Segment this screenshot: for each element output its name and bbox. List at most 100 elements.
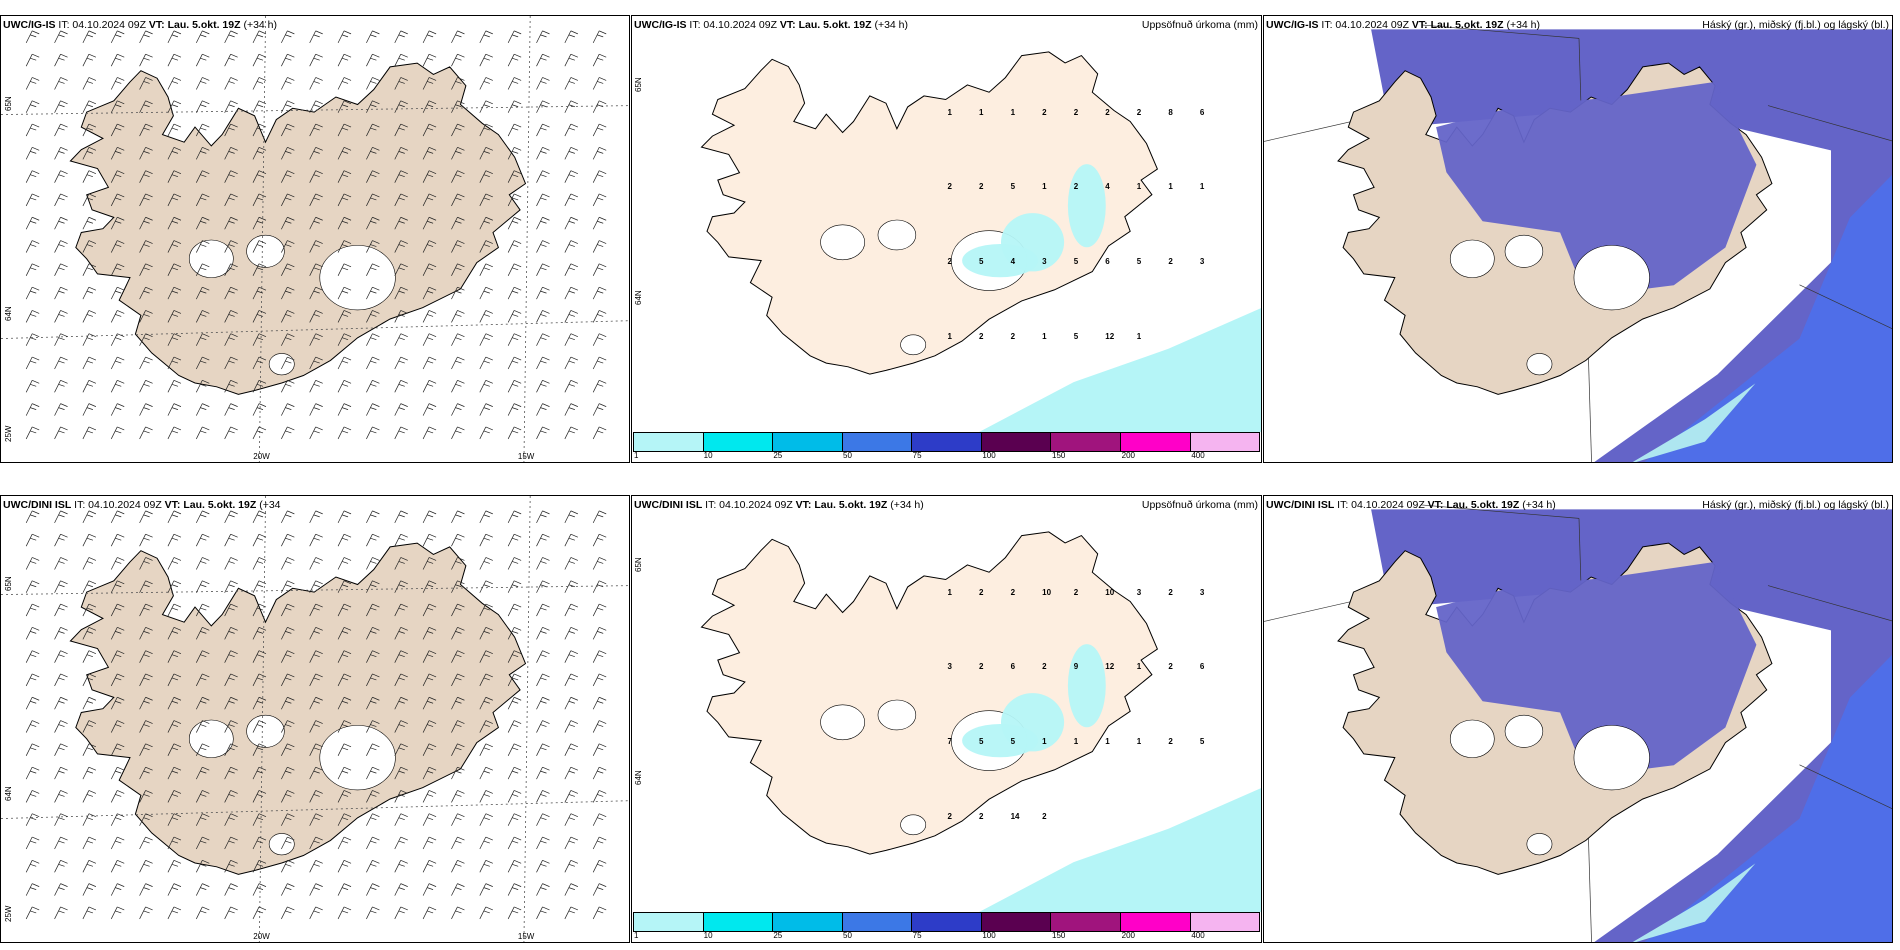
wind-barb [167,533,182,547]
wind-barb [281,286,295,300]
wind-barb [25,170,40,183]
wind-barb [337,310,352,323]
precip-sea-area [979,788,1261,912]
wind-barb [422,216,437,230]
wind-barb [337,53,352,67]
precip-value-label: 6 [1199,107,1205,117]
wind-barb [54,30,68,44]
wind-barb [82,627,97,640]
wind-barb [139,123,153,137]
wind-barb [309,356,323,370]
wind-barb [507,859,522,873]
wind-barb [451,836,465,850]
precip-value-label: 5 [1073,332,1079,342]
wind-barb [394,603,408,617]
precip-value-label: 3 [1136,587,1142,597]
wind-barb [224,743,238,756]
wind-barb [82,883,97,896]
wind-barb [25,333,40,346]
glacier [319,725,396,791]
wind-barb [366,533,380,547]
wind-barb [536,603,550,617]
wind-barb [281,673,295,687]
wind-barb [167,673,182,687]
wind-barb [281,379,295,393]
wind-barb [82,906,97,920]
wind-barb [167,836,182,850]
wind-barb [536,30,550,44]
wind-barb [451,170,465,183]
panel-subtitle: Háský (gr.), miðský (fj.bl.) og lágský (… [1702,19,1889,31]
wind-barb [536,426,550,440]
wind-barb [309,580,323,593]
wind-barb [54,356,68,370]
wind-barb [54,403,68,416]
wind-barb [507,533,522,547]
precip-value-label: 12 [1105,332,1115,342]
colorbar-tick-label: 200 [1121,451,1136,460]
wind-barb [195,403,210,416]
iceland-landmass [700,51,1159,375]
wind-barb [281,53,295,67]
precip-value-label: 2 [1042,812,1047,822]
wind-barb [82,650,97,663]
wind-barb [25,123,40,137]
precip-value-label: 1 [1105,737,1110,747]
init-time: IT: 04.10.2024 09Z [58,19,146,31]
wind-barb [252,333,267,346]
wind-barb [366,510,380,524]
wind-barb [309,170,323,183]
precip-value-label: 5 [1073,257,1079,267]
mid-cloud-area [1644,654,1892,942]
precip-value-label: 6 [1105,257,1110,267]
latitude-label: 65N [4,95,13,111]
wind-barb [394,216,408,230]
precip-value-label: 2 [1136,107,1142,117]
wind-barb [479,813,493,826]
wind-barb [82,510,97,524]
wind-barb [422,100,437,113]
wind-barb [479,53,493,67]
wind-barb [592,883,607,896]
wind-barb [252,53,267,67]
precip-value-label: 14 [1010,812,1020,822]
wind-barb [54,123,68,137]
wind-barb [139,580,153,593]
precip-value-label: 2 [1105,107,1110,117]
glacier [820,224,866,261]
wind-barb [110,426,125,440]
wind-barb [507,240,522,253]
wind-barb [536,533,550,547]
wind-barb [507,603,522,617]
precip-value-label: 1 [1042,332,1047,342]
longitude-label: 15W [517,452,535,461]
lead-time: (+34 h) [874,19,909,31]
wind-barb [507,310,522,323]
wind-barb [536,510,550,524]
wind-barb [564,673,578,687]
wind-barb [110,859,125,873]
wind-barb [507,356,522,370]
wind-barb [54,813,68,826]
wind-barb [366,627,380,640]
wind-barb [422,790,437,803]
wind-barb [54,100,68,113]
wind-barb [507,286,522,300]
wind-barb [592,580,607,593]
precip-value-label: 2 [1010,587,1016,597]
wind-barb [82,100,97,113]
wind-barb [281,170,295,183]
wind-barb [167,557,182,570]
wind-barb [195,743,210,756]
wind-barb [507,836,522,850]
wind-barb [54,510,68,524]
wind-barb [394,286,408,300]
wind-barb [479,123,493,137]
wind-barb [309,813,323,826]
wind-barb [479,627,493,640]
wind-barb [281,533,295,547]
wind-barb [195,426,210,440]
wind-barb [507,379,522,393]
wind-barb [337,510,352,524]
wind-barb [54,379,68,393]
